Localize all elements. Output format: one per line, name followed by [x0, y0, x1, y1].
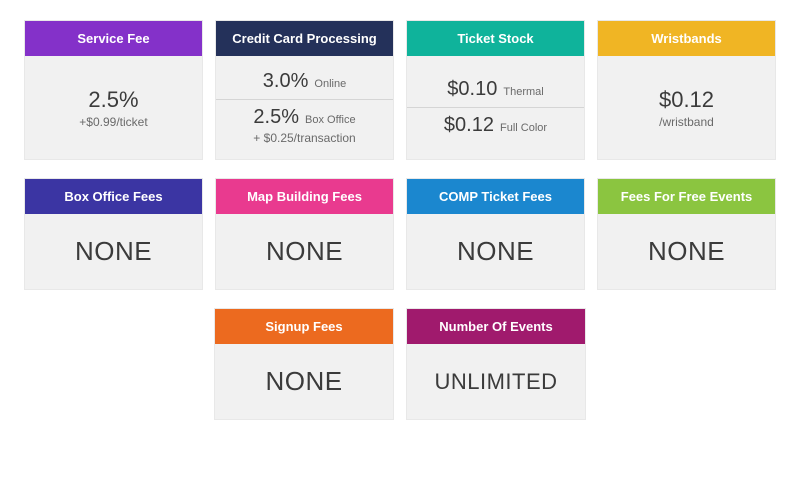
- card-map-building-fees: Map Building Fees NONE: [215, 178, 394, 290]
- card-box-office-fees: Box Office Fees NONE: [24, 178, 203, 290]
- card-header: Map Building Fees: [216, 179, 393, 214]
- pricing-row-3: Signup Fees NONE Number Of Events UNLIMI…: [24, 308, 776, 420]
- card-header: Box Office Fees: [25, 179, 202, 214]
- stock-color-label: Full Color: [500, 122, 547, 134]
- card-header: Number Of Events: [407, 309, 585, 344]
- box-office-value: NONE: [75, 236, 152, 267]
- card-body: NONE: [25, 214, 202, 289]
- card-body: UNLIMITED: [407, 344, 585, 419]
- cc-box-sub: + $0.25/transaction: [253, 131, 355, 145]
- service-fee-sub: +$0.99/ticket: [79, 115, 147, 129]
- stock-thermal-value: $0.10: [447, 78, 497, 101]
- cc-box-label: Box Office: [305, 114, 356, 126]
- pricing-row-1: Service Fee 2.5% +$0.99/ticket Credit Ca…: [24, 20, 776, 160]
- stock-thermal-row: $0.10 Thermal: [407, 72, 584, 107]
- cc-box-value: 2.5%: [253, 106, 299, 129]
- card-header: Signup Fees: [215, 309, 393, 344]
- card-wristbands: Wristbands $0.12 /wristband: [597, 20, 776, 160]
- card-body: NONE: [216, 214, 393, 289]
- card-free-events-fees: Fees For Free Events NONE: [597, 178, 776, 290]
- card-cc-processing: Credit Card Processing 3.0% Online 2.5% …: [215, 20, 394, 160]
- stock-thermal-label: Thermal: [503, 86, 543, 98]
- card-ticket-stock: Ticket Stock $0.10 Thermal $0.12 Full Co…: [406, 20, 585, 160]
- stock-color-row: $0.12 Full Color: [407, 108, 584, 143]
- card-header: Ticket Stock: [407, 21, 584, 56]
- card-header: Fees For Free Events: [598, 179, 775, 214]
- wristband-value: $0.12: [659, 87, 714, 113]
- map-value: NONE: [266, 236, 343, 267]
- card-body: 3.0% Online 2.5% Box Office + $0.25/tran…: [216, 56, 393, 159]
- cc-boxoffice-row: 2.5% Box Office + $0.25/transaction: [249, 100, 359, 151]
- free-value: NONE: [648, 236, 725, 267]
- card-service-fee: Service Fee 2.5% +$0.99/ticket: [24, 20, 203, 160]
- card-body: $0.12 /wristband: [598, 56, 775, 159]
- cc-online-label: Online: [314, 78, 346, 90]
- cc-online-row: 3.0% Online: [216, 64, 393, 99]
- cc-online-value: 3.0%: [263, 70, 309, 93]
- card-body: NONE: [598, 214, 775, 289]
- card-header: Wristbands: [598, 21, 775, 56]
- pricing-row-2: Box Office Fees NONE Map Building Fees N…: [24, 178, 776, 290]
- card-body: 2.5% +$0.99/ticket: [25, 56, 202, 159]
- card-header: COMP Ticket Fees: [407, 179, 584, 214]
- stock-color-value: $0.12: [444, 114, 494, 137]
- events-value: UNLIMITED: [434, 369, 557, 395]
- card-number-of-events: Number Of Events UNLIMITED: [406, 308, 586, 420]
- service-fee-value: 2.5%: [88, 87, 138, 113]
- card-signup-fees: Signup Fees NONE: [214, 308, 394, 420]
- card-header: Credit Card Processing: [216, 21, 393, 56]
- card-comp-ticket-fees: COMP Ticket Fees NONE: [406, 178, 585, 290]
- card-body: NONE: [407, 214, 584, 289]
- comp-value: NONE: [457, 236, 534, 267]
- card-body: NONE: [215, 344, 393, 419]
- card-header: Service Fee: [25, 21, 202, 56]
- card-body: $0.10 Thermal $0.12 Full Color: [407, 56, 584, 159]
- signup-value: NONE: [265, 366, 342, 397]
- wristband-sub: /wristband: [659, 115, 714, 129]
